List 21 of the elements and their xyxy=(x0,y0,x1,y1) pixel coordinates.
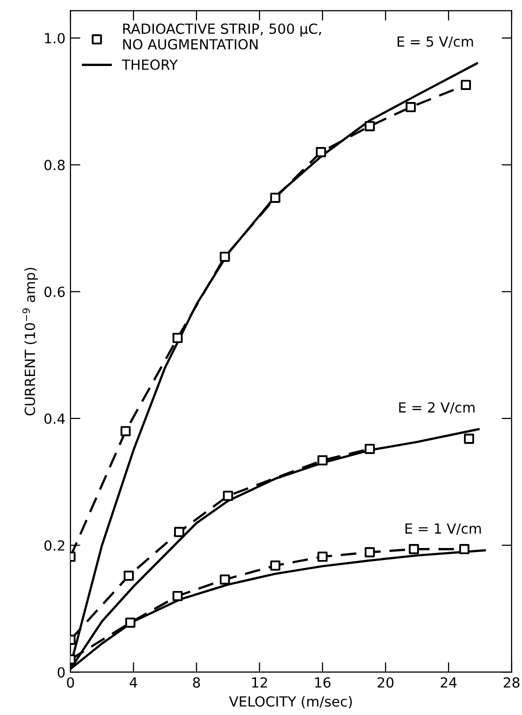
legend-label: RADIOACTIVE STRIP, 500 μC, NO AUGMENTATION xyxy=(123,23,321,50)
y-tick-label: 0.4 xyxy=(44,413,65,424)
annotation: E = 5 V/cm xyxy=(398,36,473,48)
x-tick-label: 4 xyxy=(130,677,138,688)
x-tick-label: 16 xyxy=(315,677,330,688)
x-tick-label: 0 xyxy=(66,677,74,688)
x-axis-title: VELOCITY (m/sec) xyxy=(229,696,352,708)
y-tick-label: 0.6 xyxy=(44,286,65,298)
y-tick-label: 1.0 xyxy=(45,32,65,44)
x-tick-label: 12 xyxy=(252,677,267,688)
annotation: E = 2 V/cm xyxy=(399,402,475,414)
legend-label: THEORY xyxy=(122,59,178,70)
y-tick-label: 0.8 xyxy=(44,160,65,170)
y-tick-label: 0 xyxy=(58,667,65,678)
x-tick-label: 8 xyxy=(193,677,200,688)
annotation: E = 1 V/cm xyxy=(406,523,481,535)
y-axis-title: CURRENT (10$^{−9}$ amp) xyxy=(22,268,38,416)
y-tick-label: 0.2 xyxy=(44,540,64,551)
x-tick-label: 24 xyxy=(440,677,457,688)
x-tick-label: 28 xyxy=(504,677,520,688)
x-tick-label: 20 xyxy=(378,677,394,688)
